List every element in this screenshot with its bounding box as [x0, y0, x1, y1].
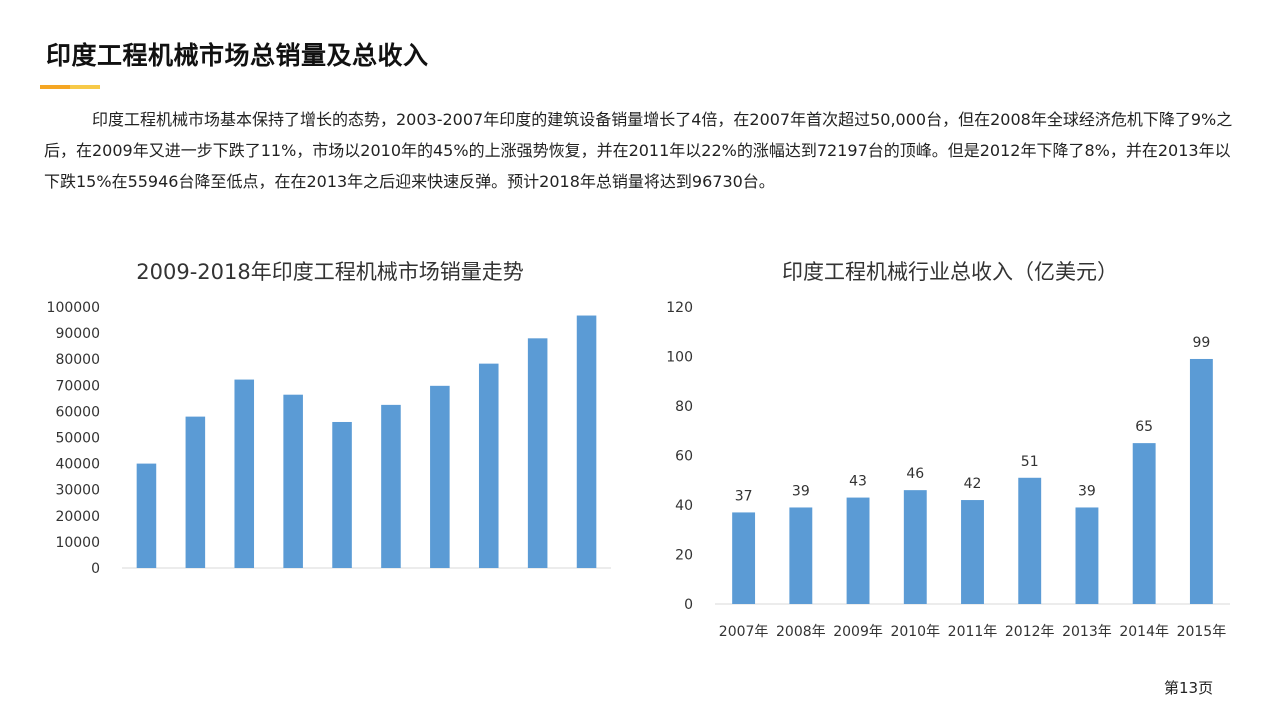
- revenue-bar: [732, 512, 755, 604]
- revenue-y-tick-label: 20: [675, 548, 693, 564]
- revenue-data-label: 43: [849, 474, 867, 490]
- revenue-data-label: 39: [1078, 483, 1096, 499]
- revenue-data-label: 99: [1192, 335, 1210, 351]
- revenue-bar: [1018, 478, 1041, 604]
- revenue-bar: [961, 500, 984, 604]
- revenue-x-tick-label: 2013年: [1062, 624, 1112, 640]
- revenue-bar: [1133, 443, 1156, 604]
- revenue-y-tick-label: 0: [684, 597, 693, 613]
- revenue-bar: [789, 507, 812, 604]
- revenue-data-label: 37: [735, 488, 753, 504]
- revenue-x-tick-label: 2008年: [776, 624, 826, 640]
- revenue-data-label: 39: [792, 483, 810, 499]
- revenue-x-tick-label: 2015年: [1177, 624, 1227, 640]
- revenue-data-label: 42: [964, 476, 982, 492]
- revenue-y-tick-label: 80: [675, 399, 693, 415]
- revenue-data-label: 46: [906, 466, 924, 482]
- revenue-x-tick-label: 2014年: [1119, 624, 1169, 640]
- revenue-bar: [904, 490, 927, 604]
- revenue-bar: [847, 498, 870, 604]
- revenue-y-tick-label: 60: [675, 449, 693, 465]
- revenue-bar: [1076, 507, 1099, 604]
- revenue-data-label: 65: [1135, 419, 1153, 435]
- revenue-x-tick-label: 2011年: [948, 624, 998, 640]
- revenue-y-tick-label: 40: [675, 498, 693, 514]
- revenue-x-tick-label: 2007年: [719, 624, 769, 640]
- revenue-x-tick-label: 2009年: [833, 624, 883, 640]
- revenue-data-label: 51: [1021, 454, 1039, 470]
- page-number: 第13页: [1164, 677, 1213, 698]
- revenue-bar: [1190, 359, 1213, 604]
- revenue-x-tick-label: 2012年: [1005, 624, 1055, 640]
- revenue-y-tick-label: 120: [666, 300, 693, 316]
- revenue-y-tick-label: 100: [666, 350, 693, 366]
- revenue-x-tick-label: 2010年: [890, 624, 940, 640]
